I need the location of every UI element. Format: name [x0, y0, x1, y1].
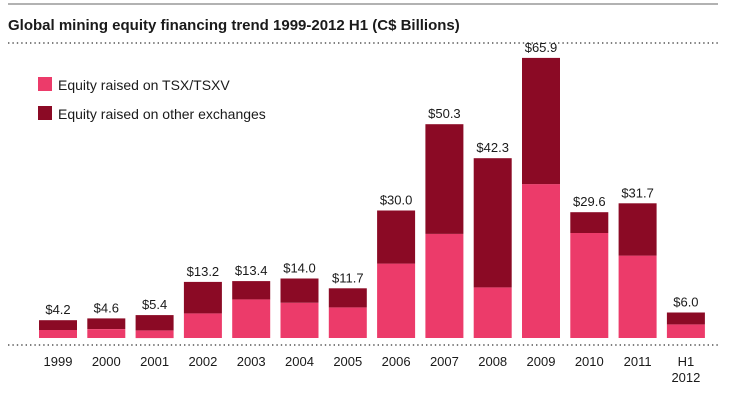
x-tick-labels: 1999 2000 2001 2002 2003 2004 2005 2006 2007 2008… — [44, 354, 701, 385]
x-tick-label-6: 2005 — [333, 354, 362, 369]
bar-tsx-3 — [183, 313, 222, 338]
bar-other-6 — [328, 288, 367, 308]
bar-tsx-13 — [666, 324, 705, 338]
total-label-3: $13.2 — [187, 264, 220, 279]
total-label-10: $65.9 — [525, 40, 558, 55]
bars — [39, 57, 705, 339]
x-tick-label-8: 2007 — [430, 354, 459, 369]
x-tick-label-12: 2011 — [624, 354, 652, 369]
bar-tsx-6 — [328, 307, 367, 338]
total-label-0: $4.2 — [45, 302, 70, 317]
bar-other-1 — [87, 318, 126, 329]
bar-tsx-10 — [522, 184, 560, 338]
total-label-8: $50.3 — [428, 106, 461, 121]
chart-title: Global mining equity financing trend 199… — [8, 17, 460, 34]
bar-other-13 — [666, 312, 705, 325]
x-tick-label-5: 2004 — [285, 354, 314, 369]
bar-tsx-1 — [87, 329, 126, 338]
bar-tsx-2 — [135, 330, 174, 339]
bar-other-9 — [473, 158, 512, 288]
bar-other-12 — [618, 203, 657, 256]
total-label-1: $4.6 — [94, 300, 119, 315]
bar-tsx-11 — [570, 233, 609, 338]
total-label-9: $42.3 — [476, 140, 509, 155]
bar-tsx-0 — [39, 329, 77, 338]
x-tick-label-11: 2010 — [575, 354, 604, 369]
bar-other-0 — [39, 320, 77, 330]
total-label-7: $30.0 — [380, 193, 413, 208]
legend-label-tsx: Equity raised on TSX/TSXV — [58, 77, 230, 93]
bar-other-3 — [183, 281, 222, 314]
bar-tsx-4 — [232, 299, 271, 338]
data-labels: $4.2 $4.6 $5.4 $13.2 $13.4 $14.0 $11.7 $30.0 $50… — [45, 40, 698, 317]
x-tick-label-13-1: 2012 — [671, 370, 700, 385]
bar-tsx-7 — [377, 263, 416, 338]
total-label-6: $11.7 — [332, 270, 364, 285]
bar-tsx-9 — [473, 287, 512, 338]
bar-other-10 — [522, 57, 560, 185]
legend-label-other: Equity raised on other exchanges — [58, 106, 266, 122]
total-label-12: $31.7 — [621, 185, 654, 200]
bar-other-11 — [570, 212, 609, 233]
x-tick-label-10: 2009 — [527, 354, 556, 369]
x-tick-label-4: 2003 — [237, 354, 266, 369]
bar-other-5 — [280, 278, 319, 303]
legend-swatch-tsx — [38, 77, 52, 91]
total-label-11: $29.6 — [573, 194, 606, 209]
x-tick-label-1: 2000 — [92, 354, 121, 369]
x-tick-label-0: 1999 — [44, 354, 73, 369]
total-label-2: $5.4 — [142, 297, 167, 312]
total-label-5: $14.0 — [283, 261, 316, 276]
total-label-4: $13.4 — [235, 263, 268, 278]
total-label-13: $6.0 — [673, 295, 698, 310]
x-tick-label-13-0: H1 — [678, 354, 695, 369]
x-tick-label-7: 2006 — [382, 354, 411, 369]
bar-other-4 — [232, 281, 271, 300]
x-tick-label-3: 2002 — [188, 354, 217, 369]
bar-tsx-12 — [618, 255, 657, 338]
bar-tsx-8 — [425, 233, 464, 338]
legend: Equity raised on TSX/TSXV Equity raised … — [38, 77, 266, 122]
bar-other-2 — [135, 315, 174, 331]
bar-tsx-5 — [280, 302, 319, 338]
legend-swatch-other — [38, 106, 52, 120]
bar-other-8 — [425, 124, 464, 234]
x-tick-label-9: 2008 — [478, 354, 507, 369]
x-tick-label-2: 2001 — [140, 354, 169, 369]
bar-other-7 — [377, 210, 416, 264]
